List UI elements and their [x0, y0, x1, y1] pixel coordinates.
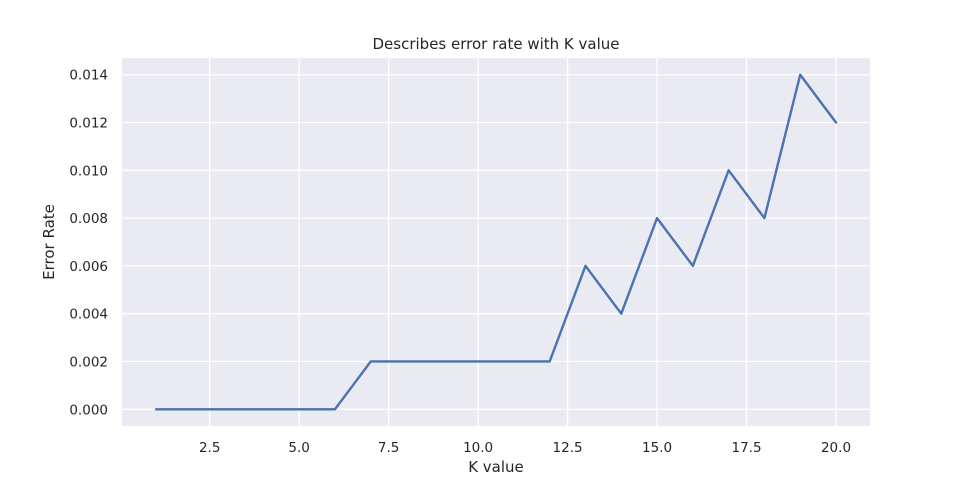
x-tick-label: 12.5	[553, 440, 583, 456]
x-axis-label: K value	[468, 458, 524, 476]
x-gridlines	[209, 58, 837, 426]
series-layer	[154, 73, 838, 411]
y-tick-label: 0.006	[69, 259, 108, 275]
series-line	[154, 73, 838, 411]
y-tick-label: 0.002	[69, 354, 108, 370]
x-tick-label: 20.0	[821, 440, 851, 456]
y-tick-label: 0.014	[69, 68, 108, 84]
x-tick-label: 10.0	[463, 440, 493, 456]
x-tick-label: 2.5	[199, 440, 220, 456]
x-tick-label: 15.0	[642, 440, 672, 456]
x-tick-labels: 2.5 5.0 7.5 10.0 12.5 15.0 17.5 20.0	[199, 440, 851, 456]
y-tick-labels: 0.000 0.002 0.004 0.006 0.008 0.010 0.012 0.014	[69, 68, 108, 419]
y-tick-label: 0.012	[69, 116, 108, 132]
y-tick-label: 0.010	[69, 163, 108, 179]
y-tick-label: 0.008	[69, 211, 108, 227]
x-tick-label: 5.0	[288, 440, 309, 456]
y-tick-label: 0.000	[69, 402, 108, 418]
y-axis-label: Error Rate	[40, 204, 58, 280]
x-tick-label: 17.5	[731, 440, 761, 456]
x-tick-label: 7.5	[378, 440, 399, 456]
chart-title: Describes error rate with K value	[373, 35, 620, 53]
y-tick-label: 0.004	[69, 307, 108, 323]
plot-area	[122, 58, 870, 426]
y-gridlines	[122, 74, 870, 410]
